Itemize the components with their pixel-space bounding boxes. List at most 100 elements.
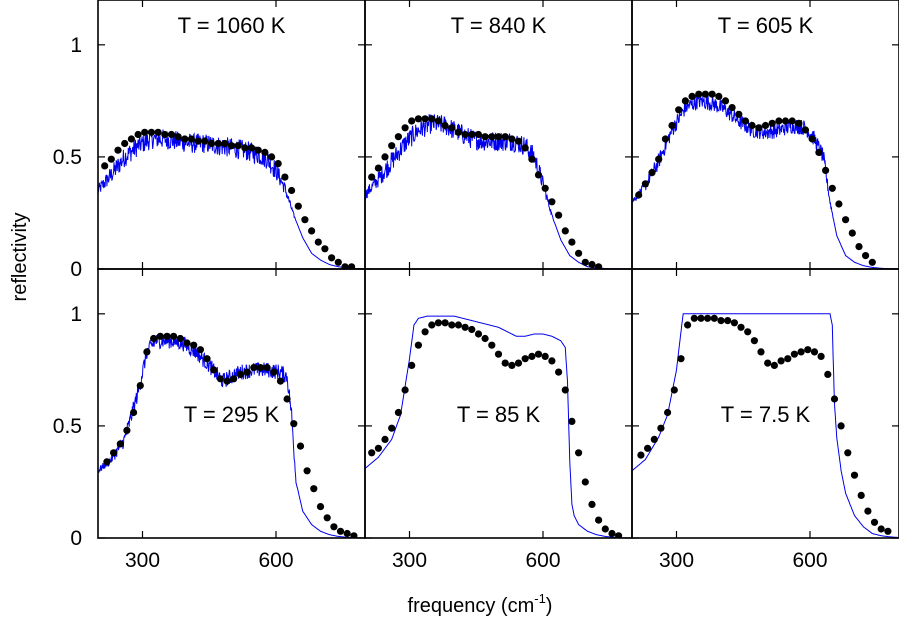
- measured-point: [136, 382, 144, 390]
- measured-point: [308, 227, 316, 235]
- measured-point: [744, 328, 752, 336]
- measured-point: [795, 119, 803, 127]
- measured-point: [481, 334, 489, 343]
- measured-point: [835, 200, 843, 208]
- measured-point: [824, 370, 832, 378]
- measured-point: [657, 424, 665, 432]
- panel: T = 85 K 300 600: [364, 268, 633, 572]
- measured-point: [817, 352, 825, 360]
- fit-curve: [98, 129, 365, 269]
- measured-point: [448, 124, 456, 132]
- measured-point: [801, 126, 810, 134]
- measured-point: [381, 153, 389, 161]
- measured-point: [343, 529, 351, 538]
- measured-point: [784, 355, 792, 363]
- measured-point: [234, 142, 242, 150]
- measured-point: [263, 364, 271, 372]
- measured-point: [323, 514, 331, 522]
- y-tick-label: 0: [70, 258, 82, 281]
- fit-curve: [98, 333, 365, 538]
- measured-point: [561, 386, 569, 394]
- measured-point: [770, 361, 779, 369]
- measured-point: [664, 408, 672, 417]
- x-tick-label: 300: [392, 549, 427, 572]
- measured-point: [223, 377, 231, 385]
- measured-point: [130, 408, 138, 417]
- measured-point: [314, 238, 322, 246]
- measured-point: [850, 471, 859, 479]
- measured-point: [190, 341, 198, 349]
- measured-point: [514, 137, 523, 145]
- measured-point: [414, 115, 422, 123]
- measured-point: [127, 135, 135, 143]
- measured-point: [528, 155, 536, 163]
- measured-point: [474, 130, 483, 139]
- measured-point: [368, 173, 376, 181]
- panel-temperature-label: T = 295 K: [184, 402, 280, 427]
- measured-point: [374, 444, 382, 452]
- measured-point: [595, 516, 603, 524]
- measured-point: [101, 162, 109, 170]
- measured-point: [341, 263, 349, 269]
- measured-point: [428, 115, 436, 123]
- measured-point: [715, 92, 723, 100]
- measured-point: [381, 435, 389, 443]
- measured-point: [815, 148, 823, 156]
- measured-point: [428, 321, 436, 329]
- measured-point: [595, 263, 603, 269]
- measured-point: [862, 252, 870, 260]
- y-tick-label: 0.5: [53, 146, 82, 169]
- measured-point: [294, 202, 302, 210]
- measured-point: [848, 229, 856, 237]
- panel: T = 605 K: [631, 0, 899, 270]
- measured-point: [316, 503, 325, 511]
- measured-point: [281, 173, 289, 181]
- fit-curve: [632, 313, 899, 538]
- measured-point: [461, 130, 469, 139]
- measured-point: [555, 368, 563, 376]
- measured-point: [868, 258, 876, 266]
- measured-point: [575, 249, 583, 257]
- measured-point: [221, 139, 229, 148]
- measured-point: [210, 366, 218, 374]
- measured-point: [261, 148, 269, 156]
- measured-point: [757, 348, 765, 356]
- measured-point: [884, 527, 892, 535]
- measured-point: [855, 243, 863, 251]
- measured-point: [797, 348, 805, 356]
- measured-point: [241, 144, 249, 152]
- measured-point: [296, 442, 305, 450]
- measured-point: [581, 478, 589, 486]
- measured-point: [661, 135, 670, 143]
- measured-point: [810, 348, 819, 356]
- measured-point: [454, 128, 462, 136]
- measured-point: [688, 92, 696, 100]
- measured-point: [187, 135, 195, 143]
- measured-point: [156, 332, 164, 340]
- measured-point: [414, 341, 422, 349]
- measured-point: [350, 532, 358, 538]
- measured-point: [203, 355, 211, 363]
- measured-point: [421, 328, 429, 336]
- measured-point: [857, 491, 865, 499]
- measured-point: [461, 323, 469, 331]
- measured-point: [468, 130, 476, 139]
- measured-point: [147, 128, 155, 136]
- measured-point: [256, 364, 264, 372]
- measured-point: [181, 135, 189, 143]
- measured-point: [107, 155, 115, 163]
- measured-point: [216, 375, 224, 383]
- measured-point: [321, 245, 329, 253]
- measured-point: [336, 527, 345, 535]
- measured-point: [637, 451, 645, 459]
- measured-point: [454, 321, 462, 329]
- measured-point: [488, 341, 496, 349]
- measured-point: [555, 211, 563, 219]
- measured-point: [143, 348, 151, 356]
- measured-point: [548, 198, 556, 206]
- measured-point: [110, 449, 118, 457]
- y-axis-title: reflectivity: [9, 213, 31, 302]
- measured-point: [877, 525, 885, 533]
- measured-point: [247, 144, 256, 152]
